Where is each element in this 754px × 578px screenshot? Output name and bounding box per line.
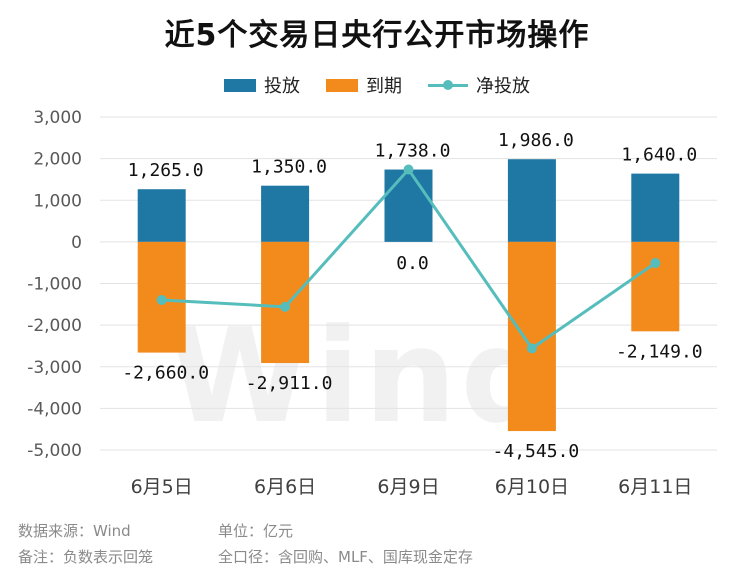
bar-invest (384, 169, 433, 242)
chart-title: 近5个交易日央行公开市场操作 (164, 18, 590, 53)
x-tick-label: 6月5日 (131, 476, 193, 498)
bar-invest (507, 159, 556, 242)
legend-label-invest: 投放 (264, 76, 300, 97)
legend-item-net: 净投放 (428, 72, 530, 98)
data-label-expire: 0.0 (396, 253, 429, 274)
bar-invest (137, 189, 186, 242)
data-label-expire: -2,660.0 (122, 363, 209, 384)
y-tick-label: -3,000 (27, 358, 82, 378)
x-tick-label: 6月11日 (618, 476, 692, 498)
y-tick-label: 2,000 (33, 150, 82, 170)
legend: 投放 到期 净投放 (0, 70, 754, 100)
bar-expire (631, 241, 680, 332)
net-point (526, 343, 537, 354)
bar-invest (631, 173, 680, 242)
data-label-invest: 1,350.0 (251, 157, 327, 178)
y-tick-label: 1,000 (33, 191, 82, 211)
y-tick-label: -4,000 (27, 399, 82, 419)
x-tick-label: 6月10日 (495, 476, 569, 498)
data-label-invest: 1,986.0 (498, 130, 574, 151)
y-tick-label: 3,000 (33, 108, 82, 128)
footer-unit: 单位：亿元 (218, 522, 294, 540)
net-point (156, 294, 167, 305)
y-tick-label: 0 (71, 233, 82, 253)
data-label-expire: -2,911.0 (246, 373, 333, 394)
label-layer: 1,265.0 -2,660.0 1,350.0 -2,911.0 1,738.0 0.0… (122, 130, 702, 462)
bar-invest (261, 185, 310, 242)
x-tick-label: 6月9日 (377, 476, 439, 498)
line-layer (156, 164, 661, 354)
data-label-expire: -4,545.0 (493, 441, 580, 462)
data-label-invest: 1,640.0 (621, 145, 697, 166)
net-point (280, 301, 291, 312)
data-label-expire: -2,149.0 (616, 341, 703, 362)
grid-layer: 3,000 2,000 1,000 0 -1,000 -2,000 -3,000 -4,000… (27, 108, 717, 498)
legend-item-expire: 到期 (326, 72, 402, 98)
y-tick-label: -1,000 (27, 275, 82, 295)
y-tick-label: -5,000 (27, 441, 82, 461)
legend-swatch-expire (326, 78, 358, 92)
x-tick-label: 6月6日 (254, 476, 316, 498)
net-point (650, 258, 661, 269)
footer-note: 备注：负数表示回笼 (18, 548, 154, 566)
y-tick-label: -2,000 (27, 316, 82, 336)
footer-source: 数据来源：Wind (18, 522, 131, 540)
data-label-invest: 1,265.0 (128, 160, 204, 181)
data-label-invest: 1,738.0 (375, 141, 451, 162)
footer-scope: 全口径：含回购、MLF、国库现金定存 (218, 548, 473, 566)
legend-swatch-net (428, 78, 468, 92)
legend-label-expire: 到期 (366, 76, 402, 97)
net-point (403, 164, 414, 175)
legend-item-invest: 投放 (224, 72, 300, 98)
legend-swatch-invest (224, 78, 256, 92)
legend-label-net: 净投放 (476, 76, 530, 97)
